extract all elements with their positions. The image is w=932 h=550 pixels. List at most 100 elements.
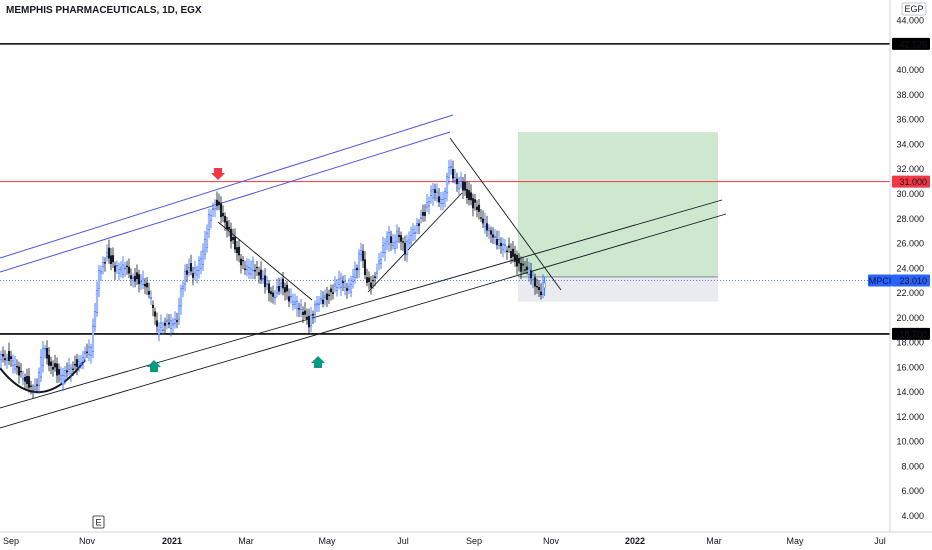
candle-body	[527, 268, 531, 275]
candle-body	[425, 202, 429, 208]
x-tick-label: Mar	[706, 536, 722, 546]
y-tick-label: 20.000	[896, 313, 924, 323]
candle-body	[367, 277, 371, 282]
candle-body	[321, 299, 325, 304]
candle-body	[429, 190, 433, 196]
candle-body	[435, 191, 439, 199]
x-tick-label: Nov	[543, 536, 560, 546]
candle-body	[529, 270, 533, 279]
candle-body	[211, 208, 215, 210]
candle-body	[309, 314, 313, 327]
candle-body	[415, 223, 419, 226]
candle-body	[269, 291, 273, 295]
candle-body	[53, 363, 57, 368]
candle-body	[505, 250, 509, 252]
symbol-box	[868, 274, 892, 287]
candle-body	[231, 237, 235, 241]
candle-body	[81, 357, 85, 362]
candle-body	[537, 287, 541, 291]
level-label-box-0	[892, 37, 930, 50]
candle-body	[539, 291, 543, 296]
candle-body	[279, 283, 283, 287]
candle-body	[287, 296, 291, 302]
candle-body	[59, 375, 63, 380]
candle-body	[145, 282, 149, 288]
candle-body	[139, 280, 143, 283]
y-tick-label: 10.000	[896, 437, 924, 447]
candle-body	[541, 282, 545, 295]
y-tick-label: 38.000	[896, 90, 924, 100]
candle-body	[259, 269, 263, 280]
candle-body	[463, 182, 467, 191]
candle-body	[43, 348, 47, 351]
resistance-trendline-2	[449, 137, 562, 291]
candle-body	[27, 376, 31, 388]
candle-body	[133, 275, 137, 282]
candle-body	[333, 283, 337, 287]
candle-body	[57, 369, 61, 375]
candle-body	[233, 236, 237, 250]
candle-body	[289, 295, 293, 298]
candle-body	[509, 251, 513, 258]
candle-body	[257, 272, 261, 276]
candle-body	[301, 311, 305, 315]
y-tick-label: 30.000	[896, 189, 924, 199]
candle-body	[261, 278, 265, 280]
candle-body	[171, 322, 175, 326]
candle-body	[515, 255, 519, 267]
candle-body	[303, 310, 307, 315]
candle-body	[469, 192, 473, 201]
candle-body	[237, 246, 241, 256]
candle-body	[3, 358, 7, 361]
candle-body	[137, 274, 141, 285]
candle-body	[359, 250, 363, 255]
candle-body	[0, 354, 3, 361]
y-tick-label: 12.000	[896, 412, 924, 422]
candle-body	[397, 234, 401, 237]
candle-body	[445, 176, 449, 194]
candle-body	[337, 278, 341, 285]
candle-body	[501, 244, 505, 251]
candle-body	[149, 297, 153, 299]
candle-body	[495, 238, 499, 246]
earnings-label: E	[96, 518, 102, 528]
candle-body	[41, 347, 45, 366]
candle-body	[407, 239, 411, 244]
candle-body	[1, 354, 5, 357]
candle-body	[363, 259, 367, 276]
candle-body	[353, 269, 357, 278]
candle-body	[311, 314, 315, 316]
x-tick-label: Nov	[79, 536, 96, 546]
candle-body	[67, 365, 71, 370]
candle-body	[485, 223, 489, 231]
y-tick-label: 28.000	[896, 214, 924, 224]
candle-body	[203, 238, 207, 255]
candle-body	[5, 357, 9, 361]
candle-body	[455, 178, 459, 185]
candle-body	[239, 258, 243, 266]
candle-body	[441, 199, 445, 204]
candle-body	[163, 322, 167, 326]
candle-body	[93, 311, 97, 327]
candle-body	[221, 213, 225, 217]
candle-body	[525, 266, 529, 271]
candle-body	[125, 265, 129, 267]
arrow-up-icon	[311, 356, 325, 368]
y-tick-label: 18.000	[896, 338, 924, 348]
candle-body	[461, 181, 465, 191]
x-tick-label: May	[786, 536, 804, 546]
candle-body	[375, 271, 379, 274]
candle-body	[201, 250, 205, 265]
candle-body	[65, 370, 69, 373]
candle-body	[295, 300, 299, 309]
candle-body	[185, 270, 189, 275]
candle-body	[343, 281, 347, 288]
candle-body	[315, 303, 319, 306]
candle-body	[297, 308, 301, 310]
candle-body	[119, 267, 123, 271]
candle-body	[493, 235, 497, 238]
last-price-box	[892, 274, 930, 287]
candle-body	[401, 241, 405, 243]
candle-body	[11, 360, 15, 366]
